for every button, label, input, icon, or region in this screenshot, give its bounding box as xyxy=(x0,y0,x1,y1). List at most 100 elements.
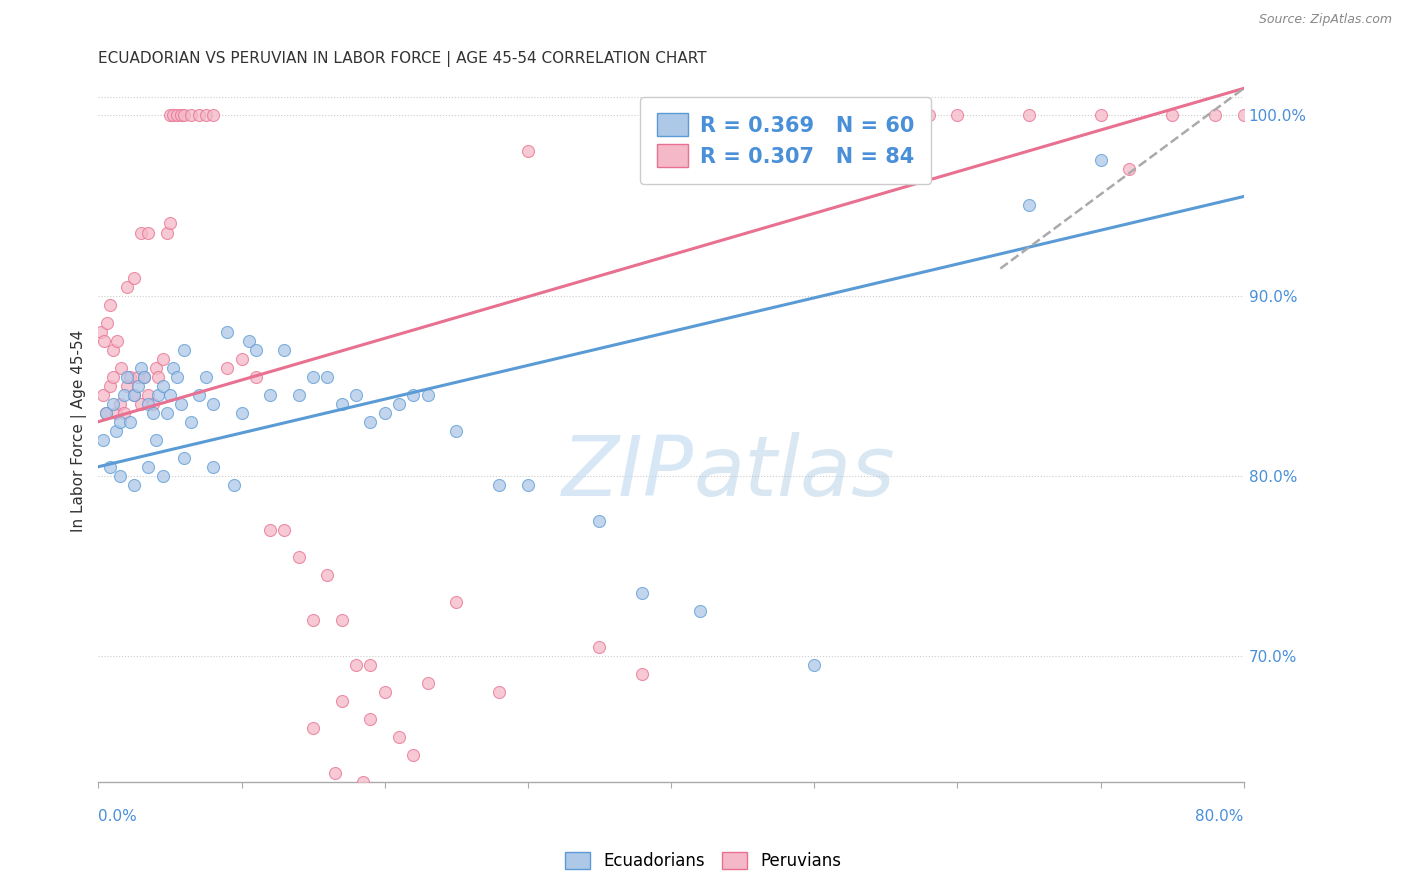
Point xyxy=(359,712,381,726)
Point xyxy=(96,316,118,330)
Point xyxy=(918,108,941,122)
Point xyxy=(330,694,353,708)
Point xyxy=(516,477,538,491)
Point xyxy=(631,586,654,600)
Point xyxy=(288,549,311,564)
Point xyxy=(94,406,117,420)
Point xyxy=(238,334,260,348)
Point xyxy=(110,360,132,375)
Legend: R = 0.369   N = 60, R = 0.307   N = 84: R = 0.369 N = 60, R = 0.307 N = 84 xyxy=(640,97,931,184)
Point xyxy=(1018,108,1040,122)
Point xyxy=(91,433,114,447)
Point xyxy=(288,387,311,401)
Point xyxy=(118,369,141,384)
Point xyxy=(259,523,281,537)
Point xyxy=(245,343,267,357)
Point xyxy=(138,397,160,411)
Point xyxy=(446,424,468,438)
Point xyxy=(122,270,145,285)
Point xyxy=(101,343,124,357)
Point xyxy=(131,397,153,411)
Point xyxy=(803,657,825,672)
Point xyxy=(152,378,174,392)
Point xyxy=(1090,108,1112,122)
Text: ECUADORIAN VS PERUVIAN IN LABOR FORCE | AGE 45-54 CORRELATION CHART: ECUADORIAN VS PERUVIAN IN LABOR FORCE | … xyxy=(98,51,707,67)
Text: 80.0%: 80.0% xyxy=(1195,809,1244,824)
Point xyxy=(224,477,246,491)
Point xyxy=(374,685,396,699)
Point xyxy=(1090,153,1112,168)
Point xyxy=(142,397,165,411)
Point xyxy=(201,459,224,474)
Point xyxy=(359,657,381,672)
Point xyxy=(201,397,224,411)
Point xyxy=(359,415,381,429)
Point xyxy=(201,108,224,122)
Legend: Ecuadorians, Peruvians: Ecuadorians, Peruvians xyxy=(558,845,848,877)
Text: 0.0%: 0.0% xyxy=(98,809,138,824)
Point xyxy=(138,226,160,240)
Point xyxy=(104,406,127,420)
Point xyxy=(152,351,174,366)
Point xyxy=(302,721,325,735)
Point xyxy=(108,397,131,411)
Point xyxy=(1233,108,1256,122)
Point xyxy=(259,387,281,401)
Point xyxy=(173,343,195,357)
Point xyxy=(273,343,295,357)
Point xyxy=(138,459,160,474)
Point xyxy=(194,369,217,384)
Point xyxy=(162,108,184,122)
Point xyxy=(374,406,396,420)
Point xyxy=(115,369,138,384)
Point xyxy=(273,523,295,537)
Point xyxy=(245,369,267,384)
Point xyxy=(94,406,117,420)
Point xyxy=(112,387,135,401)
Point xyxy=(316,369,339,384)
Point xyxy=(138,387,160,401)
Point xyxy=(170,108,193,122)
Point xyxy=(131,360,153,375)
Point xyxy=(1118,162,1140,177)
Point xyxy=(416,387,439,401)
Point xyxy=(101,397,124,411)
Point xyxy=(1161,108,1184,122)
Point xyxy=(156,226,179,240)
Point xyxy=(302,369,325,384)
Point xyxy=(104,424,127,438)
Y-axis label: In Labor Force | Age 45-54: In Labor Force | Age 45-54 xyxy=(72,329,87,532)
Point xyxy=(98,378,121,392)
Text: Source: ZipAtlas.com: Source: ZipAtlas.com xyxy=(1258,13,1392,27)
Point xyxy=(118,415,141,429)
Point xyxy=(402,387,425,401)
Point xyxy=(1018,198,1040,212)
Point xyxy=(344,387,367,401)
Point xyxy=(91,387,114,401)
Point xyxy=(112,406,135,420)
Point xyxy=(127,369,149,384)
Point xyxy=(588,514,610,528)
Point xyxy=(108,468,131,483)
Point xyxy=(159,387,181,401)
Text: ZIP: ZIP xyxy=(562,433,695,514)
Point xyxy=(166,108,188,122)
Point xyxy=(173,108,195,122)
Point xyxy=(803,108,825,122)
Point xyxy=(344,657,367,672)
Point xyxy=(145,360,167,375)
Point xyxy=(170,397,193,411)
Point xyxy=(134,369,156,384)
Point xyxy=(115,378,138,392)
Point xyxy=(108,415,131,429)
Point xyxy=(148,387,170,401)
Point xyxy=(231,351,253,366)
Point xyxy=(1204,108,1226,122)
Point xyxy=(631,667,654,681)
Point xyxy=(446,595,468,609)
Point xyxy=(217,325,239,339)
Point xyxy=(217,360,239,375)
Point xyxy=(516,145,538,159)
Point xyxy=(122,477,145,491)
Point xyxy=(90,325,112,339)
